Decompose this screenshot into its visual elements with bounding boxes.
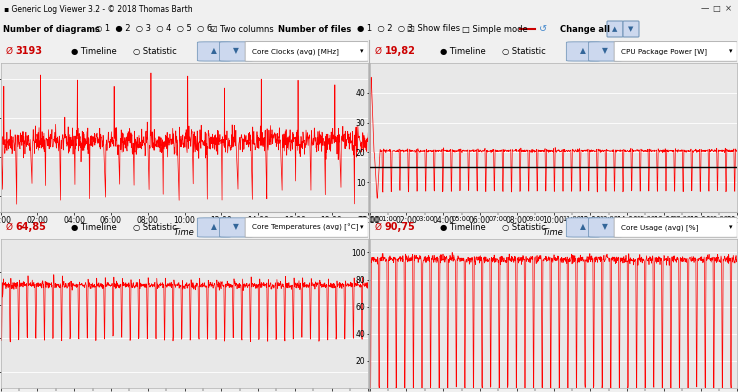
X-axis label: Time: Time	[174, 228, 195, 237]
Text: Change all: Change all	[560, 25, 610, 33]
Text: ▾: ▾	[360, 225, 364, 230]
Text: ▼: ▼	[628, 26, 634, 32]
Text: 3193: 3193	[15, 46, 43, 56]
Text: ▪ Generic Log Viewer 3.2 - © 2018 Thomas Barth: ▪ Generic Log Viewer 3.2 - © 2018 Thomas…	[4, 4, 193, 13]
Text: ☑ Two columns: ☑ Two columns	[210, 25, 274, 33]
Text: ● Timeline: ● Timeline	[71, 47, 117, 56]
Text: ▾: ▾	[360, 49, 364, 54]
X-axis label: Time: Time	[543, 228, 564, 237]
Text: CPU Package Power [W]: CPU Package Power [W]	[621, 48, 707, 55]
Text: ○ 1  ● 2  ○ 3  ○ 4  ○ 5  ○ 6: ○ 1 ● 2 ○ 3 ○ 4 ○ 5 ○ 6	[95, 25, 213, 33]
FancyBboxPatch shape	[219, 218, 253, 237]
Text: ×: ×	[725, 4, 732, 13]
FancyBboxPatch shape	[566, 42, 600, 61]
FancyBboxPatch shape	[197, 42, 231, 61]
Text: ▼: ▼	[602, 223, 608, 232]
Text: ↺: ↺	[539, 24, 547, 34]
Text: ▲: ▲	[580, 223, 586, 232]
Text: Core Usage (avg) [%]: Core Usage (avg) [%]	[621, 224, 698, 231]
Text: Core Temperatures (avg) [°C]: Core Temperatures (avg) [°C]	[252, 224, 358, 231]
FancyBboxPatch shape	[197, 218, 231, 237]
Text: ▲: ▲	[211, 223, 217, 232]
Text: ● Timeline: ● Timeline	[71, 223, 117, 232]
Text: 19,82: 19,82	[384, 46, 415, 56]
Text: ▲: ▲	[580, 47, 586, 56]
FancyBboxPatch shape	[219, 42, 253, 61]
Text: ▲: ▲	[211, 47, 217, 56]
Text: □: □	[712, 4, 720, 13]
FancyBboxPatch shape	[588, 218, 622, 237]
Text: □ Show files: □ Show files	[407, 25, 460, 33]
Text: —: —	[700, 4, 709, 13]
FancyBboxPatch shape	[245, 218, 368, 237]
Text: ▼: ▼	[233, 223, 239, 232]
FancyBboxPatch shape	[588, 42, 622, 61]
Text: Ø: Ø	[5, 223, 12, 232]
Text: Ø: Ø	[5, 47, 12, 56]
Text: ● 1  ○ 2  ○ 3: ● 1 ○ 2 ○ 3	[357, 25, 413, 33]
Text: ▼: ▼	[602, 47, 608, 56]
Text: ▼: ▼	[233, 47, 239, 56]
FancyBboxPatch shape	[566, 218, 600, 237]
Text: ● Timeline: ● Timeline	[440, 223, 486, 232]
Text: ▲: ▲	[613, 26, 618, 32]
Text: ○ Statistic: ○ Statistic	[133, 223, 177, 232]
Text: □ Simple mode: □ Simple mode	[462, 25, 528, 33]
Text: ▾: ▾	[729, 225, 733, 230]
FancyBboxPatch shape	[607, 21, 623, 37]
Text: Ø: Ø	[374, 47, 381, 56]
Text: 64,85: 64,85	[15, 222, 46, 232]
Text: Number of diagrams: Number of diagrams	[3, 25, 100, 33]
Text: ○ Statistic: ○ Statistic	[502, 223, 546, 232]
Text: ▾: ▾	[729, 49, 733, 54]
FancyBboxPatch shape	[245, 42, 368, 61]
FancyBboxPatch shape	[614, 218, 737, 237]
Text: Ø: Ø	[374, 223, 381, 232]
Text: ○ Statistic: ○ Statistic	[133, 47, 177, 56]
Text: Number of files: Number of files	[278, 25, 351, 33]
Text: 90,75: 90,75	[384, 222, 415, 232]
Text: Core Clocks (avg) [MHz]: Core Clocks (avg) [MHz]	[252, 48, 339, 55]
FancyBboxPatch shape	[614, 42, 737, 61]
Text: ○ Statistic: ○ Statistic	[502, 47, 546, 56]
FancyBboxPatch shape	[623, 21, 639, 37]
Text: ● Timeline: ● Timeline	[440, 47, 486, 56]
